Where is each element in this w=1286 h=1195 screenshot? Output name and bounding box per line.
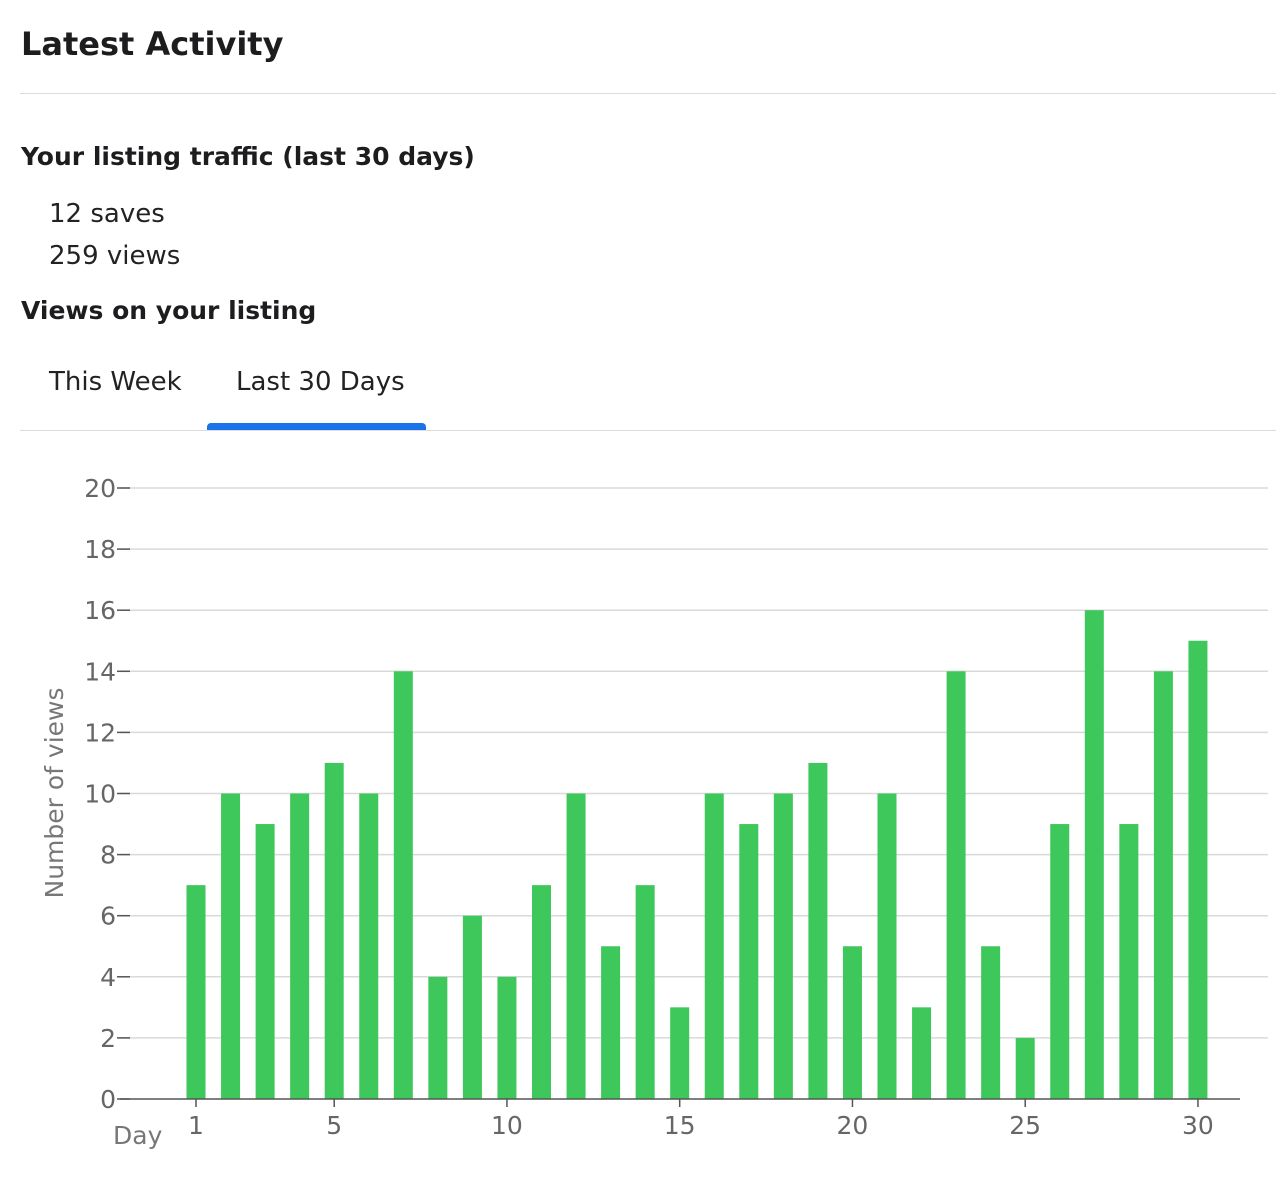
bar-day-21 xyxy=(877,793,897,1099)
bar-day-18 xyxy=(773,793,793,1099)
tab-active-indicator xyxy=(207,423,426,430)
bar-day-16 xyxy=(704,793,724,1099)
x-tick-label: 30 xyxy=(1182,1111,1214,1140)
bar-day-26 xyxy=(1050,824,1070,1099)
bar-day-19 xyxy=(808,762,828,1099)
y-tick-label: 18 xyxy=(84,535,116,564)
tabs-divider xyxy=(20,430,1276,431)
bar-day-5 xyxy=(324,762,344,1099)
bar-day-13 xyxy=(601,946,621,1099)
x-tick-label: 15 xyxy=(664,1111,696,1140)
y-tick-label: 12 xyxy=(84,718,116,747)
bar-day-22 xyxy=(912,1007,932,1099)
y-tick-label: 14 xyxy=(84,657,116,686)
bar-day-10 xyxy=(497,976,517,1099)
y-tick-label: 4 xyxy=(100,963,116,992)
bar-day-9 xyxy=(462,915,482,1099)
bar-day-12 xyxy=(566,793,586,1099)
traffic-heading: Your listing traffic (last 30 days) xyxy=(21,142,475,171)
tab-this-week[interactable]: This Week xyxy=(49,367,182,397)
y-tick-label: 2 xyxy=(100,1024,116,1053)
bar-day-4 xyxy=(290,793,310,1099)
page-title: Latest Activity xyxy=(21,25,284,63)
y-tick-label: 8 xyxy=(100,841,116,870)
views-chart-container: 0 2 4 6 8 10 12 14 16 18 20 1 5 10 15 20 25 30 Number of … xyxy=(0,440,1286,1180)
bar-day-7 xyxy=(393,671,413,1099)
x-tick-label: 1 xyxy=(188,1111,204,1140)
bar-day-30 xyxy=(1188,640,1208,1099)
bar-day-23 xyxy=(946,671,966,1099)
header-divider xyxy=(20,93,1276,94)
bar-day-1 xyxy=(186,885,206,1099)
x-tick-label: 10 xyxy=(491,1111,523,1140)
y-tick-label: 0 xyxy=(100,1085,116,1114)
bar-day-3 xyxy=(255,824,275,1099)
bar-day-6 xyxy=(359,793,379,1099)
bar-day-20 xyxy=(842,946,862,1099)
x-axis-label: Day xyxy=(113,1121,163,1150)
x-tick-label: 5 xyxy=(326,1111,342,1140)
bar-day-25 xyxy=(1015,1037,1035,1099)
views-heading: Views on your listing xyxy=(21,296,317,325)
bar-day-2 xyxy=(221,793,241,1099)
bar-day-11 xyxy=(532,885,551,1099)
bar-day-29 xyxy=(1153,671,1173,1099)
y-axis-label: Number of views xyxy=(40,687,69,898)
bar-day-17 xyxy=(739,824,759,1099)
x-tick-label: 25 xyxy=(1009,1111,1041,1140)
chart-gridlines xyxy=(120,487,1268,1039)
bar-day-24 xyxy=(981,946,1001,1099)
y-tick-label: 20 xyxy=(84,474,116,503)
saves-count: 12 saves xyxy=(49,199,165,229)
views-count: 259 views xyxy=(49,241,181,271)
bar-day-28 xyxy=(1119,824,1139,1099)
chart-bars xyxy=(186,610,1208,1099)
tab-last-30-days[interactable]: Last 30 Days xyxy=(236,367,405,397)
y-tick-label: 16 xyxy=(84,596,116,625)
bar-day-8 xyxy=(428,976,448,1099)
x-tick-label: 20 xyxy=(837,1111,869,1140)
y-tick-label: 10 xyxy=(84,780,116,809)
bar-day-14 xyxy=(635,885,655,1099)
bar-day-15 xyxy=(670,1007,690,1099)
bar-day-27 xyxy=(1084,610,1104,1099)
y-tick-label: 6 xyxy=(100,902,116,931)
